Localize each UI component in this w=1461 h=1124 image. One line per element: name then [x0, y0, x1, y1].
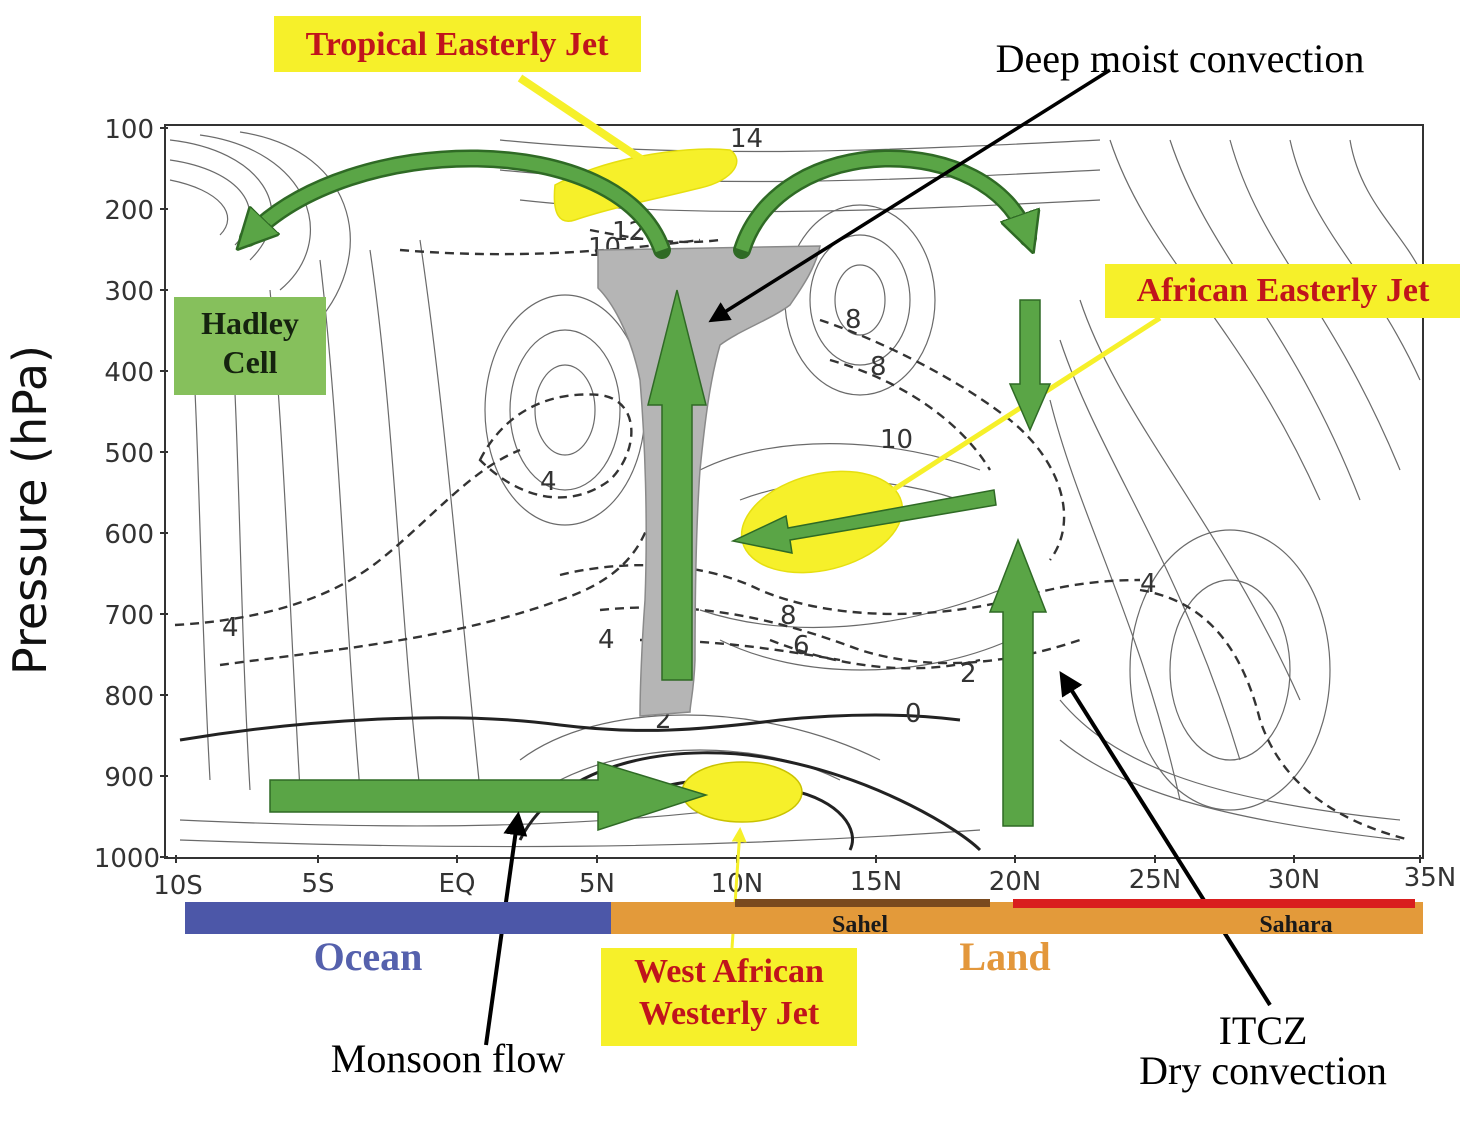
contour-label: 4	[598, 625, 615, 655]
itcz-updraft-arrow	[988, 537, 1048, 827]
y-tick-label: 100	[104, 115, 154, 145]
hadley-label-line1: Hadley	[201, 305, 299, 341]
x-tick-label: 10S	[153, 871, 203, 901]
hadley-circulation-arrows	[248, 149, 1028, 259]
x-tick-label: 20N	[989, 867, 1042, 897]
y-tick-label: 900	[104, 763, 154, 793]
x-tick-label: 15N	[850, 867, 903, 897]
y-tick-label: 500	[104, 439, 154, 469]
deep-moist-convection-label: Deep moist convection	[996, 36, 1365, 81]
descent-arrow	[1008, 299, 1052, 432]
dashed-contours	[174, 228, 1411, 842]
x-tick-label: 25N	[1129, 865, 1182, 895]
y-tick-label: 700	[104, 601, 154, 631]
contour-label: 4	[1140, 569, 1157, 599]
y-tick-label: 1000	[94, 844, 160, 874]
itcz-label-line1: ITCZ	[1219, 1008, 1308, 1053]
contour-label: 14	[730, 124, 763, 154]
contour-label: 10	[880, 425, 913, 455]
x-tick-labels: 10S 5S EQ 5N 10N 15N 20N 25N 30N 35N	[153, 863, 1456, 901]
west-african-westerly-jet-shape	[681, 761, 803, 823]
monsoon-flow-arrow	[269, 760, 709, 832]
sahara-bar	[1013, 899, 1415, 908]
contour-label: 8	[870, 352, 887, 382]
deep-convection-pointer	[708, 68, 1111, 323]
aej-flow-arrow	[730, 489, 997, 554]
y-tick-label: 300	[104, 277, 154, 307]
contour-label: 2	[960, 659, 977, 689]
land-label: Land	[959, 934, 1050, 979]
contour-label: 6	[793, 631, 810, 661]
deep-convection-column	[597, 245, 821, 717]
contour-label: 8	[845, 305, 862, 335]
itcz-label-line2: Dry convection	[1139, 1048, 1387, 1093]
contour-label: 4	[540, 467, 557, 497]
aej-label: African Easterly Jet	[1137, 272, 1430, 309]
contour-label: 8	[780, 601, 797, 631]
green-arrows	[269, 289, 1052, 832]
x-tick-label: EQ	[439, 869, 476, 899]
y-tick-label: 800	[104, 682, 154, 712]
sahel-bar	[735, 899, 990, 907]
hadley-label-line2: Cell	[222, 344, 277, 380]
hadley-cell-box	[174, 297, 326, 395]
y-tick-label: 600	[104, 520, 154, 550]
aej-label-box	[1105, 264, 1460, 318]
ocean-bar	[185, 902, 611, 934]
wawj-label-box	[601, 948, 857, 1046]
y-axis	[160, 127, 168, 858]
wawj-label-line2: Westerly Jet	[639, 995, 820, 1032]
y-tick-labels: 100 200 300 400 500 600 700 800 900 1000	[94, 115, 160, 874]
monsoon-flow-label: Monsoon flow	[331, 1036, 566, 1081]
contour-label: 0	[905, 699, 922, 729]
sahel-label: Sahel	[832, 912, 888, 938]
tej-label: Tropical Easterly Jet	[306, 26, 609, 63]
tej-label-box	[274, 16, 641, 72]
y-tick-label: 400	[104, 358, 154, 388]
y-axis-title: Pressure (hPa)	[3, 345, 57, 675]
y-tick-label: 200	[104, 196, 154, 226]
tropical-easterly-jet-shape	[553, 148, 738, 222]
ocean-label: Ocean	[314, 934, 423, 979]
x-tick-label: 35N	[1404, 863, 1457, 893]
itcz-pointer	[1059, 670, 1272, 1007]
wawj-label-line1: West African	[634, 953, 824, 990]
contour-label: 4	[222, 613, 239, 643]
contour-labels: 14 12 10 8 8 10 4 4 8 6 4 2 0 2 4 4	[222, 124, 1157, 819]
x-tick-label: 5N	[579, 869, 615, 899]
x-tick-label: 5S	[301, 869, 334, 899]
tej-pointer	[517, 74, 653, 169]
sahara-label: Sahara	[1259, 912, 1332, 938]
updraft-arrow	[647, 289, 707, 681]
x-tick-label: 30N	[1268, 865, 1321, 895]
